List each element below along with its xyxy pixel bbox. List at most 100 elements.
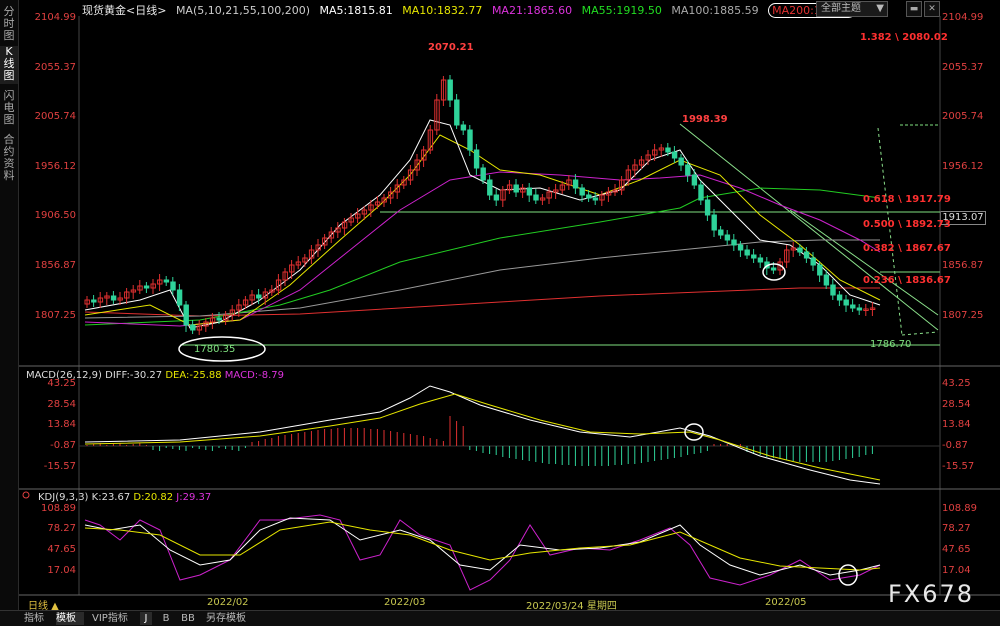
candle-body — [500, 189, 506, 201]
candle-body — [374, 201, 381, 206]
kdj-axis-right-1: 78.27 — [942, 523, 971, 534]
tab-save-template[interactable]: 另存模板 — [206, 613, 246, 624]
kdj-axis-left-0: 108.89 — [41, 503, 76, 514]
tab-bb[interactable]: BB — [181, 613, 195, 624]
minimize-icon[interactable]: ▬ — [906, 1, 922, 17]
macd-diff: DIFF:-30.27 — [105, 370, 163, 381]
candle-body — [137, 285, 143, 291]
high-label-2: 1998.39 — [682, 114, 728, 125]
candle-body — [289, 264, 295, 273]
candle-body — [322, 237, 328, 246]
macd-axis-right-0: 43.25 — [942, 378, 971, 389]
low-label-2: 1786.70 — [870, 339, 912, 350]
price-axis-left-6: 1807.25 — [34, 310, 76, 321]
x-label-1: 2022/03 — [384, 597, 426, 608]
candle-body — [797, 247, 803, 253]
candle-body — [803, 251, 810, 259]
close-icon[interactable]: ✕ — [924, 1, 940, 17]
tab-intraday[interactable]: 分时图 — [3, 5, 15, 42]
macd-cross-ellipse — [684, 423, 704, 441]
chart-canvas[interactable] — [0, 0, 1000, 610]
candle-body — [520, 187, 526, 193]
tab-template[interactable]: 模板 — [56, 612, 84, 625]
kdj-j: J:29.37 — [176, 492, 212, 503]
price-axis-right-1: 2055.37 — [942, 62, 984, 73]
chevron-down-icon: ▼ — [876, 3, 884, 14]
kdj-axis-left-3: 17.04 — [47, 565, 76, 576]
candle-body — [671, 151, 678, 159]
candle-body — [546, 191, 552, 199]
kdj-cross-ellipse — [838, 564, 858, 586]
kdj-d-line — [84, 521, 881, 571]
price-axis-right-3: 1956.12 — [942, 161, 984, 172]
candle-body — [440, 79, 447, 101]
candle-body — [784, 249, 790, 263]
kdj-axis-left-2: 47.65 — [47, 544, 76, 555]
candle-body — [751, 254, 757, 259]
candle-body — [863, 308, 869, 311]
macd-axis-right-4: -15.57 — [942, 461, 975, 472]
candle-body — [124, 291, 130, 299]
candle-body — [256, 294, 262, 299]
tab-flash[interactable]: 闪电图 — [3, 89, 15, 126]
symbol-title: 现货黄金<日线> — [82, 4, 167, 17]
candle-body — [467, 129, 473, 151]
kdj-axis-right-3: 17.04 — [942, 565, 971, 576]
candle-body — [619, 179, 625, 191]
period-selector[interactable]: 日线 ▲ — [28, 601, 59, 612]
price-axis-left-3: 1956.12 — [34, 161, 76, 172]
tab-b[interactable]: B — [162, 613, 170, 624]
candle-body — [163, 279, 170, 283]
theme-select[interactable]: 全部主题 ▼ — [816, 1, 888, 17]
price-axis-right-5: 1856.87 — [942, 260, 984, 271]
candle-body — [183, 304, 189, 326]
low-label-1: 1780.35 — [194, 344, 236, 355]
macd-axis-left-1: 28.54 — [47, 399, 76, 410]
candle-body — [341, 221, 348, 229]
candle-body — [810, 257, 816, 266]
price-axis-right-0: 2104.99 — [942, 12, 984, 23]
candle-body — [632, 164, 638, 171]
swing-highlight-ellipse — [762, 263, 786, 281]
candle-body — [493, 194, 500, 201]
candle-body — [856, 307, 863, 311]
candle-body — [638, 159, 645, 166]
kdj-title: KDJ(9,3,3) — [38, 492, 89, 503]
fib-ext-label: 1.382 \ 2080.02 — [860, 32, 948, 43]
candle-body — [150, 283, 156, 289]
candle-body — [157, 279, 163, 285]
macd-axis-left-3: -0.87 — [50, 440, 76, 451]
x-label-0: 2022/02 — [207, 597, 249, 608]
ma21-value: MA21:1865.60 — [491, 4, 573, 17]
candle-body — [592, 197, 599, 201]
tab-contract-info[interactable]: 合约资料 — [3, 133, 15, 182]
candle-body — [315, 244, 321, 251]
candle-body — [282, 271, 288, 281]
candle-body — [480, 167, 486, 181]
candle-body — [770, 267, 777, 271]
candle-body — [143, 285, 150, 289]
candle-body — [414, 159, 420, 171]
kdj-axis-right-2: 47.65 — [942, 544, 971, 555]
fib-236-label: 0.236 \ 1836.67 — [863, 275, 951, 286]
candle-body — [84, 299, 90, 305]
candle-body — [229, 309, 236, 316]
candle-body — [625, 169, 632, 181]
macd-value: MACD:-8.79 — [224, 370, 285, 381]
candle-body — [830, 284, 836, 296]
candle-body — [744, 249, 750, 256]
candle-body — [203, 321, 209, 327]
ma10-line — [84, 134, 881, 326]
kdj-k-line — [84, 517, 881, 576]
candle-body — [823, 274, 830, 286]
macd-diff-line — [84, 385, 881, 485]
tab-indicators[interactable]: 指标 — [24, 613, 44, 624]
candle-body — [460, 124, 467, 131]
tab-kline[interactable]: K线图 — [0, 46, 18, 84]
macd-axis-left-0: 43.25 — [47, 378, 76, 389]
candle-body — [605, 191, 612, 196]
ma200-line — [84, 287, 880, 317]
chart-type-sidebar: 分时图 K线图 闪电图 合约资料 — [0, 0, 19, 610]
tab-j[interactable]: J — [140, 612, 152, 625]
tab-vip-indicators[interactable]: VIP指标 — [92, 613, 128, 624]
